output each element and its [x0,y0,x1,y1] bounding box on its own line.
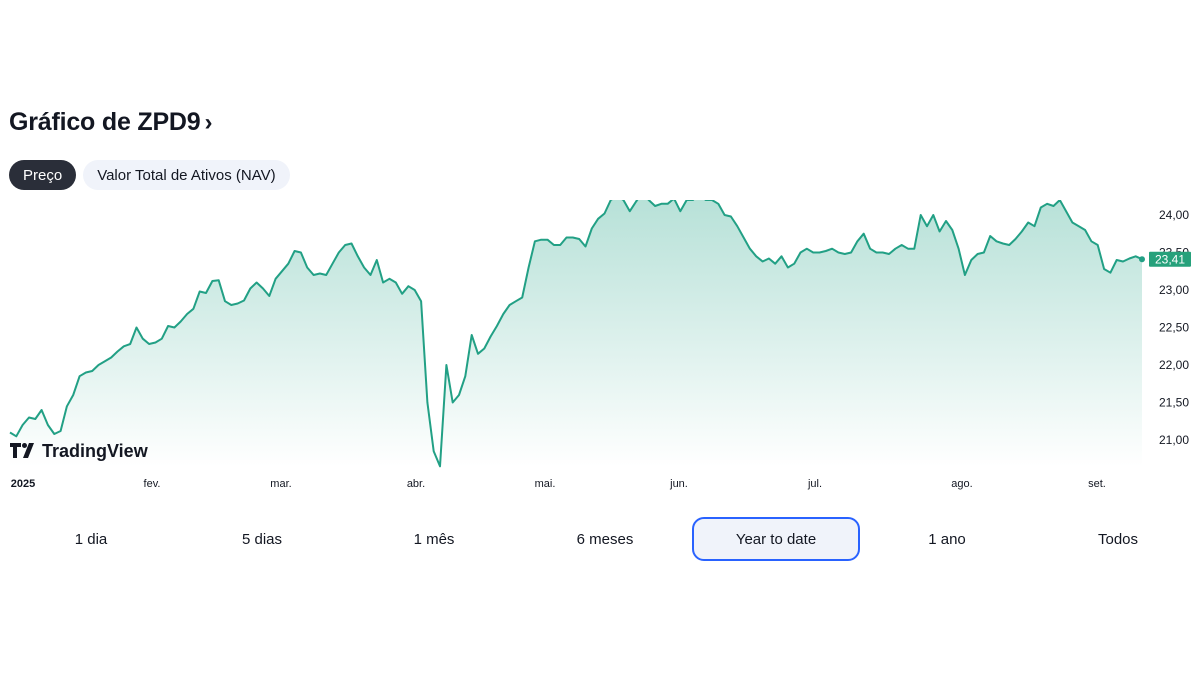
range-all-button[interactable]: Todos [1034,517,1200,561]
price-line [9,200,1143,468]
tradingview-wordmark: TradingView [42,441,149,461]
chart-type-tabs: Preço Valor Total de Ativos (NAV) [9,160,290,190]
x-tick-label: 2025 [11,478,35,490]
y-tick-label: 21,00 [1159,433,1189,447]
y-tick-label: 21,50 [1159,396,1189,410]
x-tick-label: set. [1088,478,1106,490]
tradingview-watermark: TradingView [10,441,149,461]
x-tick-label: ago. [951,478,972,490]
range-1-year-button[interactable]: 1 ano [863,517,1031,561]
time-range-selector: 1 dia 5 dias 1 mês 6 meses Year to date … [0,517,1200,561]
x-tick-label: jul. [807,478,822,490]
y-tick-label: 24,00 [1159,208,1189,222]
y-tick-label: 22,50 [1159,321,1189,335]
range-ytd-button[interactable]: Year to date [692,517,860,561]
x-tick-label: fev. [144,478,161,490]
chevron-right-icon: › [204,108,213,136]
x-tick-label: mar. [270,478,291,490]
x-tick-label: abr. [407,478,425,490]
tab-price[interactable]: Preço [9,160,77,190]
x-tick-label: mai. [535,478,556,490]
last-price-badge: 23,41 [1149,251,1191,267]
chart-title-link[interactable]: Gráfico de ZPD9 › [9,108,212,137]
range-1-month-button[interactable]: 1 mês [350,517,518,561]
tab-nav[interactable]: Valor Total de Ativos (NAV) [83,160,290,190]
last-price-label: 23,41 [1155,252,1185,266]
range-1-day-button[interactable]: 1 dia [7,517,175,561]
y-tick-label: 22,00 [1159,358,1189,372]
tradingview-logo-icon [10,443,34,458]
x-tick-label: jun. [669,478,688,490]
last-price-dot [1139,256,1145,263]
y-tick-label: 23,00 [1159,283,1189,297]
range-6-months-button[interactable]: 6 meses [521,517,689,561]
range-5-days-button[interactable]: 5 dias [178,517,346,561]
price-area-fill [10,200,1142,467]
x-axis: 2025 fev. mar. abr. mai. jun. jul. ago. set. [11,478,1106,490]
page-title: Gráfico de ZPD9 [9,108,201,136]
